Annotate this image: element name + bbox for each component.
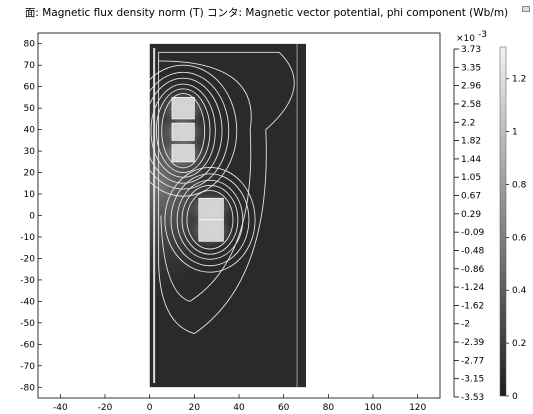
y-tick-label: -80 <box>20 383 35 393</box>
coil-3 <box>172 145 194 162</box>
contour-level-label: 0.67 <box>461 192 481 202</box>
contour-level-label: -2.77 <box>461 356 484 366</box>
contour-level-label: -1.24 <box>461 283 485 293</box>
y-tick-label: -70 <box>20 362 35 372</box>
colorbar-tick-label: 0.6 <box>512 233 527 243</box>
x-tick-label: -40 <box>53 403 68 413</box>
coil-1 <box>172 97 194 118</box>
contour-level-label: -0.86 <box>461 265 485 275</box>
colorbar-tick-label: 1.2 <box>512 75 526 85</box>
x-tick-label: 80 <box>323 403 335 413</box>
y-tick-label: -30 <box>20 276 35 286</box>
colorbar-gradient <box>500 47 506 396</box>
x-tick-label: 100 <box>364 403 381 413</box>
x-tick-label: 120 <box>409 403 426 413</box>
contour-level-label: -2.39 <box>461 338 485 348</box>
colorbar: 1.2 1 0.8 0.6 0.4 0.2 0 <box>500 47 527 402</box>
contour-level-label: 2.96 <box>461 82 481 92</box>
y-tick-label: -10 <box>20 233 35 243</box>
coil-5 <box>199 220 224 241</box>
colorbar-tick-label: 0.4 <box>512 286 527 296</box>
y-tick-label: 80 <box>24 40 36 50</box>
contour-level-label: -0.09 <box>461 228 485 238</box>
y-tick-label: 60 <box>24 83 36 93</box>
x-tick-label: -20 <box>98 403 113 413</box>
x-tick-label: 40 <box>233 403 245 413</box>
y-tick-label: 10 <box>24 190 36 200</box>
contour-level-label: 2.2 <box>461 118 475 128</box>
contour-level-label: -1.62 <box>461 301 484 311</box>
contour-level-label: 1.44 <box>461 155 481 165</box>
y-tick-label: -40 <box>20 297 35 307</box>
x-tick-label: 60 <box>278 403 290 413</box>
colorbar-tick-label: 0.2 <box>512 339 526 349</box>
contour-legend-exponent: ×10 <box>456 34 475 44</box>
colorbar-tick-label: 1 <box>512 128 518 138</box>
y-tick-label: -20 <box>20 254 35 264</box>
y-tick-label: -60 <box>20 340 35 350</box>
coil-2 <box>172 123 194 140</box>
x-tick-label: 20 <box>189 403 201 413</box>
coil-4 <box>199 198 224 219</box>
contour-level-label: 0.29 <box>461 210 481 220</box>
y-tick-label: -50 <box>20 319 35 329</box>
y-tick-label: 40 <box>24 126 36 136</box>
colorbar-tick-label: 0 <box>512 392 518 402</box>
y-tick-label: 0 <box>29 212 35 222</box>
contour-level-label: -0.48 <box>461 246 485 256</box>
contour-level-label: 1.05 <box>461 173 481 183</box>
y-tick-label: 70 <box>24 61 36 71</box>
x-tick-label: 0 <box>147 403 153 413</box>
contour-level-label: -2 <box>461 320 470 330</box>
contour-legend: ×10 -3 3.73 3.35 2.96 2.58 2.2 1.82 1.44 1.05 0.67… <box>454 30 487 403</box>
contour-level-label: -3.53 <box>461 393 484 403</box>
contour-level-label: 3.73 <box>461 45 481 55</box>
colorbar-tick-label: 0.8 <box>512 180 527 190</box>
y-tick-label: 30 <box>24 147 36 157</box>
y-tick-label: 50 <box>24 104 36 114</box>
contour-legend-exponent-power: -3 <box>478 30 487 40</box>
contour-level-label: -3.15 <box>461 375 484 385</box>
contour-level-label: 1.82 <box>461 137 481 147</box>
contour-level-label: 3.35 <box>461 63 481 73</box>
y-tick-label: 20 <box>24 169 36 179</box>
contour-level-label: 2.58 <box>461 100 481 110</box>
